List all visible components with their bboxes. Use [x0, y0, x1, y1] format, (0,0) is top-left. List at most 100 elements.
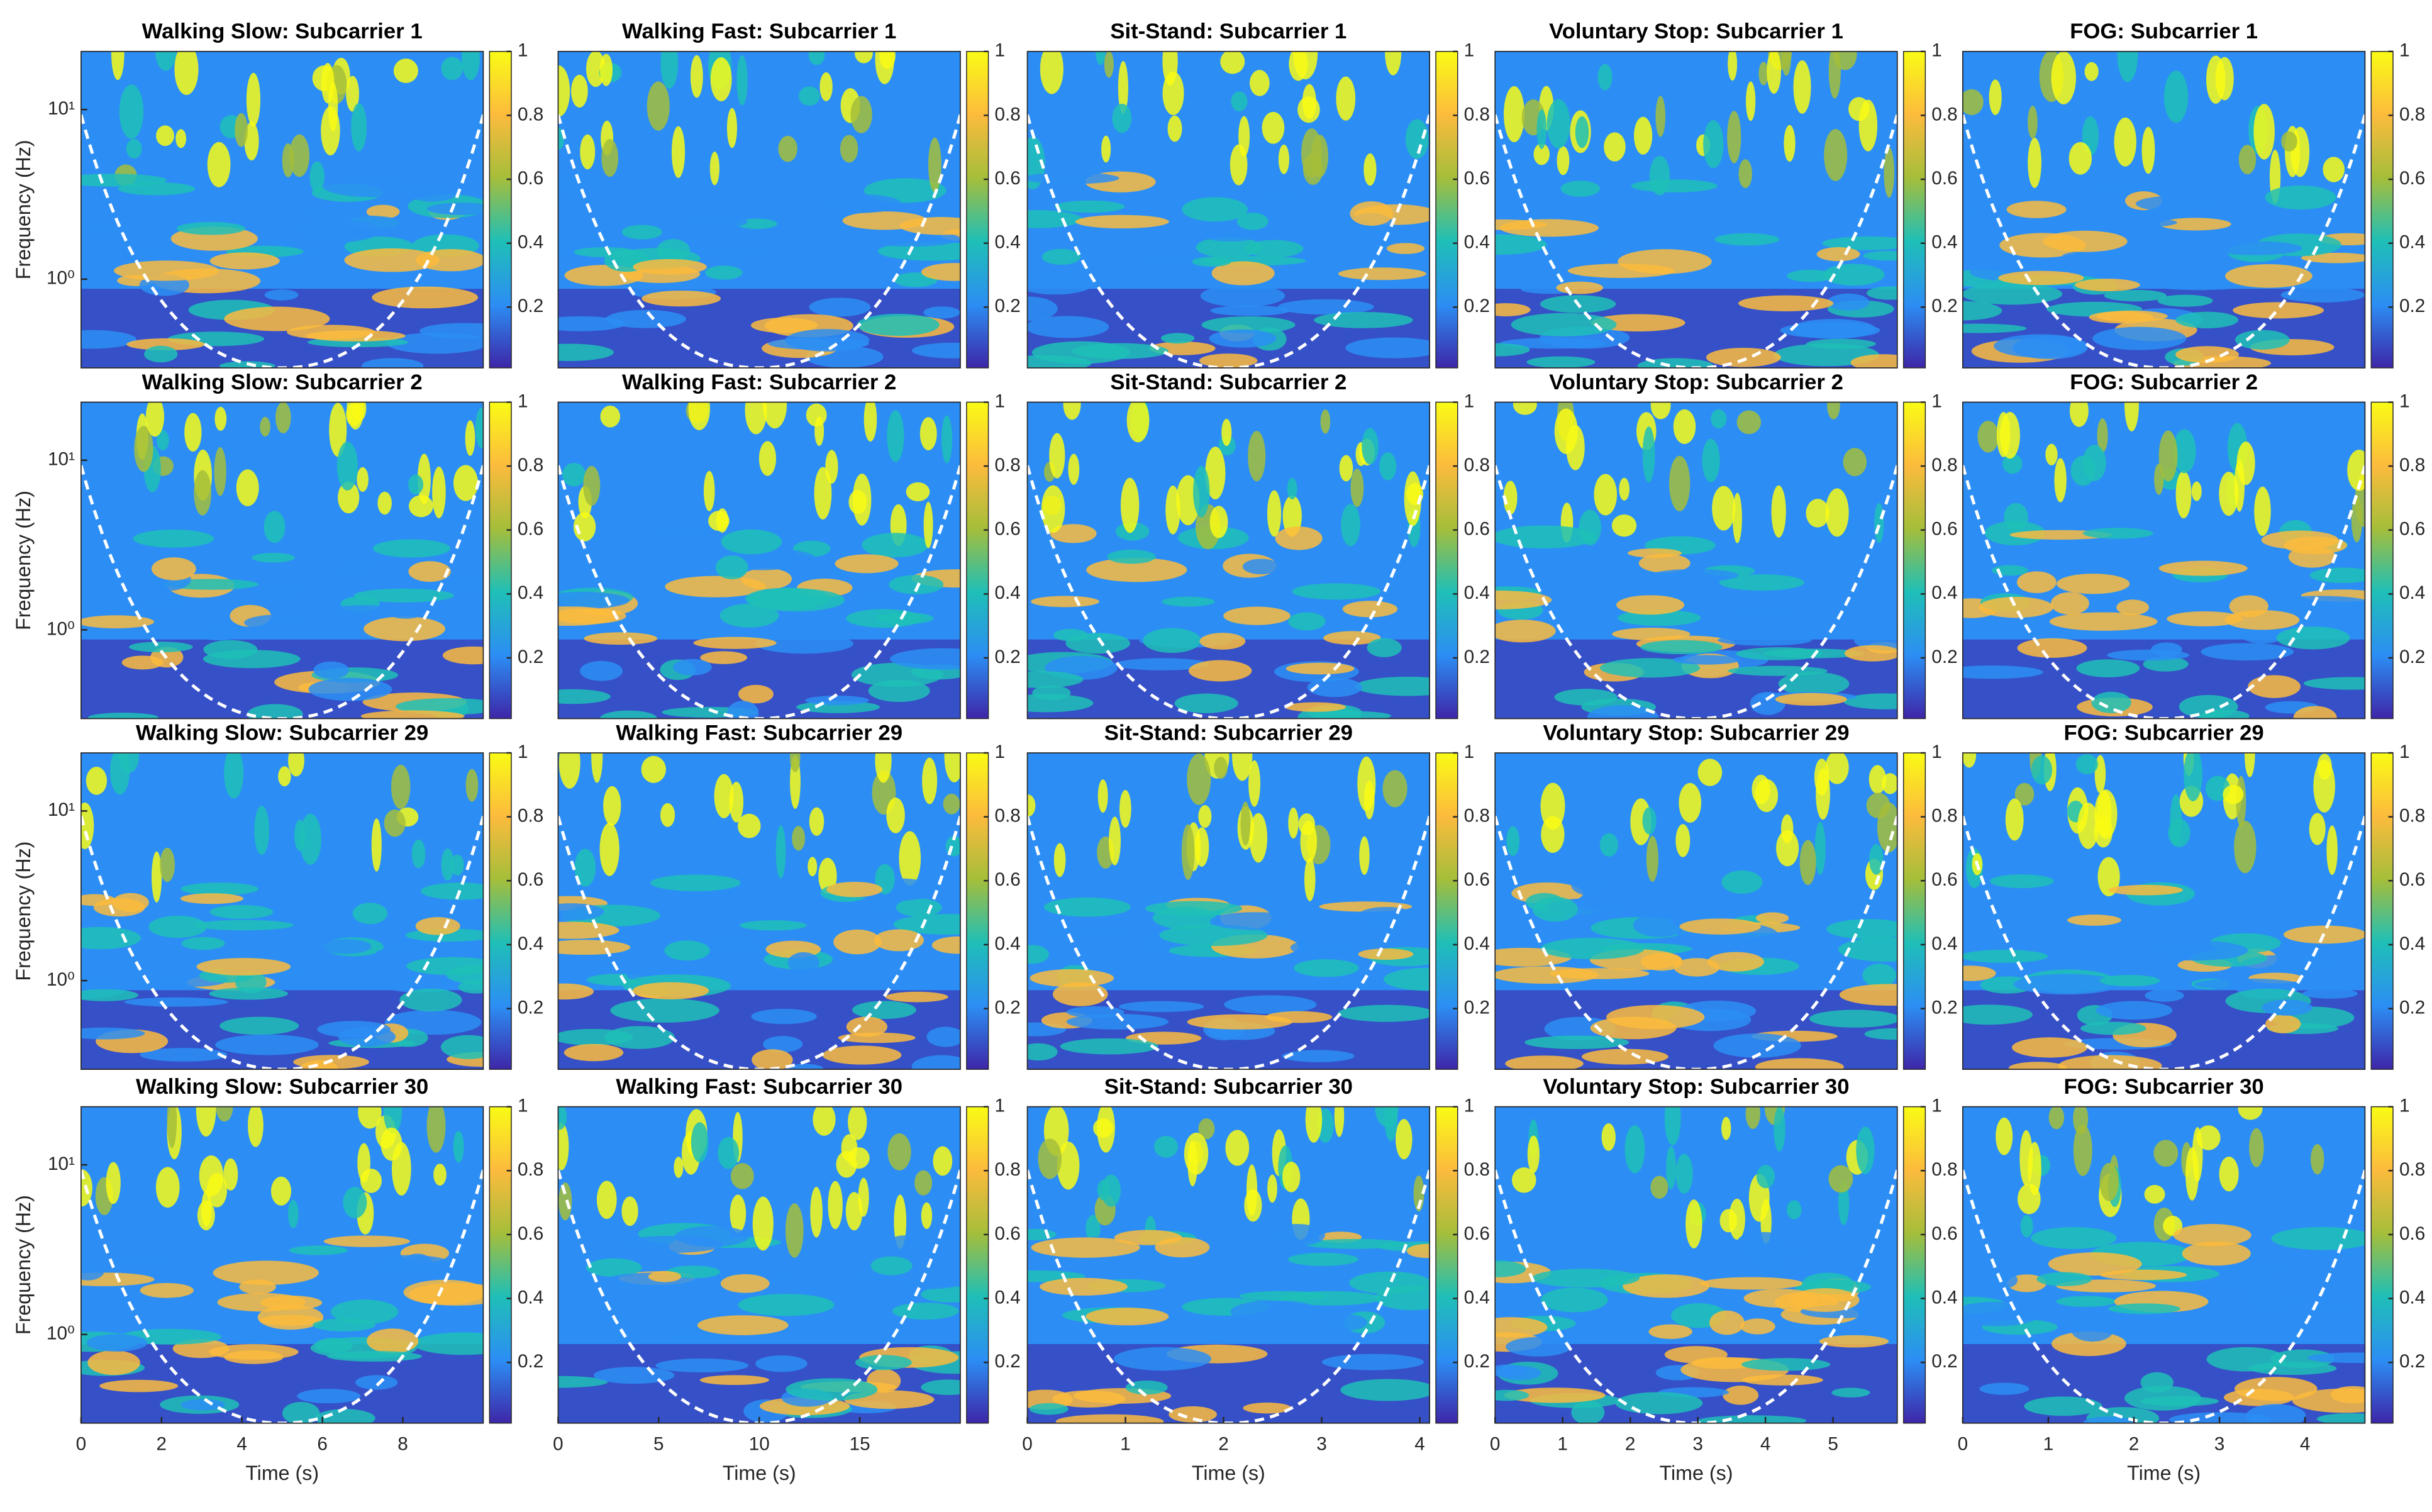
heatmap-blob [213, 1260, 319, 1286]
heatmap-blob [1962, 1301, 2041, 1326]
heatmap-blob [1119, 1001, 1204, 1013]
colorbar-tick-label: 1 [2399, 1095, 2410, 1116]
heatmap-blob [2175, 470, 2192, 519]
colorbar-tick-label: 0.4 [2399, 1287, 2425, 1308]
heatmap-blob [2265, 1014, 2301, 1033]
heatmap-blob [1041, 248, 1081, 265]
y-tick-label: 10¹ [48, 799, 75, 820]
heatmap-blob [1799, 840, 1816, 886]
heatmap-blob [326, 567, 370, 577]
colorbar-tick-label: 0.6 [1931, 519, 1957, 540]
heatmap-blob [1495, 219, 1547, 230]
heatmap-blob [2058, 1055, 2162, 1070]
heatmap-blob [778, 135, 797, 162]
heatmap-blob [2024, 1396, 2102, 1416]
heatmap-blob [775, 825, 786, 879]
heatmap-blob [2182, 1242, 2251, 1266]
heatmap-blob [875, 753, 892, 783]
heatmap-blob [1741, 1358, 1831, 1371]
cone-of-influence [558, 816, 960, 1070]
colorbar [1435, 51, 1458, 369]
heatmap-blob [752, 1049, 793, 1070]
heatmap-blob [692, 935, 774, 954]
heatmap-blob [2215, 57, 2234, 101]
heatmap-blob [1211, 261, 1275, 286]
heatmap-blob [329, 403, 347, 457]
heatmap-blob [2002, 453, 2023, 474]
colorbar-tick-label: 1 [1464, 391, 1475, 411]
colorbar [2370, 401, 2394, 720]
chart-title: Walking Slow: Subcarrier 2 [142, 370, 423, 394]
heatmap-blob [1107, 549, 1156, 564]
heatmap-blob [558, 753, 580, 789]
heatmap-blob [248, 1106, 264, 1147]
axes-frame [557, 401, 961, 720]
heatmap-blob [1159, 1313, 1247, 1325]
heatmap-blob [1740, 1318, 1775, 1335]
heatmap-blob [421, 882, 484, 900]
heatmap-blob [1152, 906, 1216, 930]
colorbar-tick-label: 0.6 [1464, 1223, 1490, 1244]
heatmap-blob [1495, 620, 1556, 643]
heatmap-blob [2141, 940, 2248, 961]
heatmap-blob [877, 242, 960, 261]
colorbar [489, 1106, 512, 1424]
heatmap-blob [1874, 503, 1884, 543]
colorbar-tick-label: 0.2 [1464, 997, 1490, 1018]
heatmap-blob [353, 588, 454, 603]
heatmap-blob [863, 402, 877, 442]
heatmap-blob [2233, 302, 2324, 319]
heatmap [558, 1106, 960, 1423]
heatmap-blob [808, 51, 825, 65]
heatmap-blob [1159, 924, 1268, 947]
heatmap-blob [174, 51, 199, 95]
heatmap-blob [862, 231, 960, 247]
heatmap-blob [2077, 803, 2099, 849]
heatmap-blob [1623, 1274, 1710, 1298]
cone-of-influence [81, 816, 484, 1070]
heatmap-blob [275, 402, 291, 433]
heatmap-blob [1497, 1365, 1541, 1381]
heatmap-blob [879, 51, 896, 69]
heatmap-blob [655, 1358, 749, 1373]
heatmap-blob [1784, 125, 1796, 162]
heatmap-blob [1721, 1116, 1731, 1140]
colorbar [489, 752, 512, 1070]
heatmap-blob [2075, 754, 2099, 775]
heatmap-blob [1199, 353, 1258, 368]
heatmap-blob [1719, 1209, 1737, 1233]
heatmap-blob [167, 1106, 177, 1148]
heatmap-blob [2206, 1347, 2285, 1372]
heatmap-blob [715, 555, 748, 580]
heatmap-blob [688, 402, 711, 430]
heatmap-blob [892, 1303, 959, 1320]
heatmap-blob [1650, 569, 1739, 582]
heatmap-blob [119, 84, 144, 139]
colorbar-tick-label: 0.6 [1931, 869, 1957, 890]
heatmap-blob [1205, 447, 1226, 500]
colorbar-tick-label: 1 [1464, 40, 1475, 61]
x-tick-label: 1 [1557, 1433, 1568, 1454]
heatmap-blob [1962, 301, 2002, 321]
heatmap-blob [1787, 269, 1834, 282]
heatmap-blob [81, 802, 94, 850]
x-tick-label: 0 [1022, 1433, 1033, 1454]
heatmap-blob [224, 1350, 284, 1364]
heatmap-blob [1633, 116, 1653, 155]
colorbar [966, 1106, 989, 1424]
heatmap-blob [571, 74, 588, 108]
heatmap-blob [2330, 1386, 2365, 1404]
colorbar-tick-label: 0.4 [2399, 933, 2425, 954]
heatmap-blob [738, 1294, 835, 1316]
heatmap-blob [2170, 794, 2182, 847]
heatmap-blob [921, 1202, 933, 1230]
heatmap-blob [1050, 524, 1097, 543]
heatmap-blob [2265, 185, 2336, 210]
heatmap-blob [320, 939, 372, 954]
x-tick-label: 3 [1692, 1433, 1703, 1454]
heatmap-blob [1646, 835, 1658, 882]
heatmap-blob [2224, 610, 2300, 630]
axes-frame [1962, 401, 2366, 720]
heatmap-blob [2271, 1226, 2365, 1250]
heatmap-blob [1506, 1337, 1572, 1357]
